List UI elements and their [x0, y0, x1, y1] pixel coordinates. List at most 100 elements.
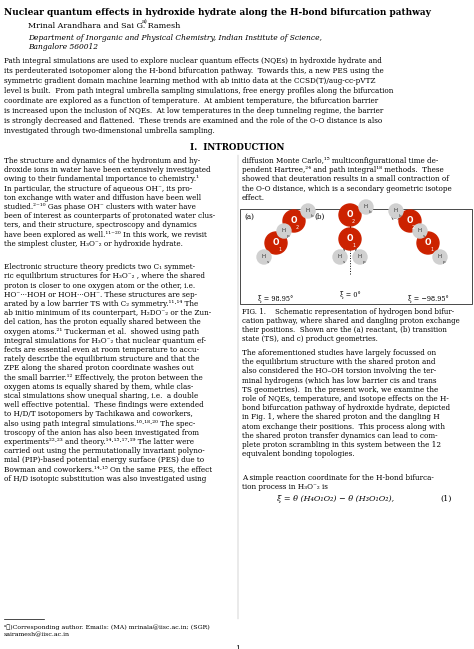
Text: the O-O distance, which is a secondary geometric isotope: the O-O distance, which is a secondary g… [242, 184, 452, 193]
Text: is strongly decreased and flattened.  These trends are examined and the role of : is strongly decreased and flattened. The… [4, 117, 382, 125]
Text: TS geometries).  In the present work, we examine the: TS geometries). In the present work, we … [242, 386, 438, 394]
Text: the shared proton transfer dynamics can lead to com-: the shared proton transfer dynamics can … [242, 432, 438, 440]
Text: ZPE along the shared proton coordinate washes out: ZPE along the shared proton coordinate w… [4, 364, 194, 373]
Text: ab initio minimum of its counterpart, H₂DO⁻₂ or the Zun-: ab initio minimum of its counterpart, H₂… [4, 309, 211, 317]
Text: minal hydrogens (which has low barrier cis and trans: minal hydrogens (which has low barrier c… [242, 376, 437, 385]
Text: (c): (c) [390, 213, 400, 221]
Text: H: H [358, 254, 362, 260]
Text: ᵃ⧏)Corresponding author. Emails: (MA) mrinala@iisc.ac.in; (SGR): ᵃ⧏)Corresponding author. Emails: (MA) mr… [4, 624, 210, 630]
Text: is increased upon the inclusion of NQEs.  At low temperatures in the deep tunnel: is increased upon the inclusion of NQEs.… [4, 107, 383, 115]
Text: of H/D isotopic substitution was also investigated using: of H/D isotopic substitution was also in… [4, 475, 206, 483]
Text: ton exchange with water and diffusion have been well: ton exchange with water and diffusion ha… [4, 194, 201, 202]
Text: sical simulations show unequal sharing, i.e.  a double: sical simulations show unequal sharing, … [4, 392, 198, 400]
Text: ξ = θ (H₄O₁O₂) − θ (H₃O₁O₂),: ξ = θ (H₄O₁O₂) − θ (H₃O₁O₂), [277, 495, 394, 503]
Text: H: H [394, 208, 398, 214]
Text: Nuclear quantum effects in hydroxide hydrate along the H-bond bifurcation pathwa: Nuclear quantum effects in hydroxide hyd… [4, 8, 431, 17]
Text: In particular, the structure of aqueous OH⁻, its pro-: In particular, the structure of aqueous … [4, 184, 192, 193]
Text: state (TS), and c) product geometries.: state (TS), and c) product geometries. [242, 335, 378, 343]
Text: 2: 2 [412, 225, 415, 230]
Text: p: p [443, 260, 446, 264]
Circle shape [333, 250, 347, 264]
Text: s: s [267, 260, 269, 264]
Text: I.  INTRODUCTION: I. INTRODUCTION [190, 143, 284, 152]
Text: O: O [347, 210, 353, 219]
Text: level is built.  From path integral umbrella sampling simulations, free energy p: level is built. From path integral umbre… [4, 87, 393, 95]
Circle shape [301, 204, 315, 218]
Text: O: O [425, 238, 431, 247]
Text: p: p [287, 234, 290, 238]
Text: tion process in H₃O⁻₂ is: tion process in H₃O⁻₂ is [242, 483, 328, 491]
Circle shape [277, 224, 291, 238]
Text: (a): (a) [244, 213, 254, 221]
Circle shape [283, 210, 305, 232]
Text: carried out using the permutationally invariant polyno-: carried out using the permutationally in… [4, 447, 205, 455]
Circle shape [257, 250, 271, 264]
Text: 1: 1 [430, 247, 433, 252]
Text: the small barrier.¹² Effectively, the proton between the: the small barrier.¹² Effectively, the pr… [4, 374, 203, 382]
Text: symmetric gradient domain machine learning method with ab initio data at the CCS: symmetric gradient domain machine learni… [4, 77, 375, 85]
Text: pendent Hartree,²⁴ and path integral¹⁸ methods.  These: pendent Hartree,²⁴ and path integral¹⁸ m… [242, 166, 444, 174]
Text: arated by a low barrier TS with C₂ symmetry.¹¹·¹⁴ The: arated by a low barrier TS with C₂ symme… [4, 300, 198, 308]
Text: O: O [407, 217, 413, 225]
Text: s: s [343, 260, 345, 264]
Text: FIG. 1.    Schematic representation of hydrogen bond bifur-: FIG. 1. Schematic representation of hydr… [242, 308, 454, 316]
Text: oxygen atoms is equally shared by them, while clas-: oxygen atoms is equally shared by them, … [4, 383, 193, 391]
Text: investigated through two-dimensional umbrella sampling.: investigated through two-dimensional umb… [4, 127, 215, 135]
Text: del cation, has the proton equally shared between the: del cation, has the proton equally share… [4, 319, 201, 326]
Text: have been explored as well.¹¹⁻²⁰ In this work, we revisit: have been explored as well.¹¹⁻²⁰ In this… [4, 230, 207, 239]
Text: effect.: effect. [242, 194, 265, 202]
Text: plete proton scrambling in this system between the 12: plete proton scrambling in this system b… [242, 441, 441, 449]
Text: diffusion Monte Carlo,¹⁵ multiconfigurational time de-: diffusion Monte Carlo,¹⁵ multiconfigurat… [242, 157, 438, 165]
Text: proton is closer to one oxygen atom or the other, i.e.: proton is closer to one oxygen atom or t… [4, 282, 195, 289]
Text: (b): (b) [314, 213, 324, 221]
Text: H: H [282, 228, 286, 234]
Text: b: b [311, 214, 314, 218]
Text: HO⁻···HOH or HOH···OH⁻. These structures are sep-: HO⁻···HOH or HOH···OH⁻. These structures… [4, 291, 197, 299]
Text: 1: 1 [278, 247, 281, 252]
Text: owing to their fundamental importance to chemistry.¹: owing to their fundamental importance to… [4, 175, 199, 184]
Text: O: O [291, 217, 297, 225]
Text: ξ = −98.95°: ξ = −98.95° [408, 295, 448, 303]
Circle shape [417, 232, 439, 254]
Circle shape [353, 250, 367, 264]
Text: Department of Inorganic and Physical Chemistry, Indian Institute of Science,: Department of Inorganic and Physical Che… [28, 34, 322, 42]
Text: H: H [262, 254, 266, 260]
Text: role of NQEs, temperature, and isotope effects on the H-: role of NQEs, temperature, and isotope e… [242, 395, 449, 403]
Circle shape [265, 232, 287, 254]
Circle shape [433, 250, 447, 264]
Text: 1: 1 [235, 645, 239, 649]
Text: well effective potential.  These findings were extended: well effective potential. These findings… [4, 401, 204, 410]
Bar [240, 209, 472, 304]
Text: sairamesh@iisc.ac.in: sairamesh@iisc.ac.in [4, 632, 70, 637]
Text: coordinate are explored as a function of temperature.  At ambient temperature, t: coordinate are explored as a function of… [4, 97, 378, 105]
Text: The structure and dynamics of the hydronium and hy-: The structure and dynamics of the hydron… [4, 157, 200, 165]
Text: Bangalore 560012: Bangalore 560012 [28, 43, 98, 51]
Text: Path integral simulations are used to explore nuclear quantum effects (NQEs) in : Path integral simulations are used to ex… [4, 57, 382, 65]
Text: H: H [438, 254, 442, 260]
Text: O: O [273, 238, 279, 247]
Text: droxide ions in water have been extensively investigated: droxide ions in water have been extensiv… [4, 166, 210, 174]
Circle shape [339, 204, 361, 226]
Circle shape [389, 204, 403, 218]
Text: troscopy of the anion has also been investigated from: troscopy of the anion has also been inve… [4, 429, 199, 437]
Text: atom exchange their positions.  This process along with: atom exchange their positions. This proc… [242, 422, 445, 430]
Text: cation pathway, where shared and dangling proton exchange: cation pathway, where shared and danglin… [242, 317, 460, 325]
Text: Bowman and coworkers.¹⁴·¹⁵ On the same PES, the effect: Bowman and coworkers.¹⁴·¹⁵ On the same P… [4, 465, 212, 474]
Text: rately describe the equilibrium structure and that the: rately describe the equilibrium structur… [4, 355, 200, 363]
Text: also considered the HO–OH torsion involving the ter-: also considered the HO–OH torsion involv… [242, 367, 436, 375]
Text: s: s [423, 234, 425, 238]
Text: b: b [399, 214, 401, 218]
Text: p: p [363, 260, 365, 264]
Text: H: H [364, 204, 368, 210]
Text: ters, and their structure, spectroscopy and dynamics: ters, and their structure, spectroscopy … [4, 221, 197, 229]
Text: ric equilibrium structures for H₃O⁻₂ , where the shared: ric equilibrium structures for H₃O⁻₂ , w… [4, 273, 205, 280]
Text: also using path integral simulations.¹⁶·¹⁸·²⁰ The spec-: also using path integral simulations.¹⁶·… [4, 420, 195, 428]
Text: the simplest cluster, H₃O⁻₂ or hydroxide hydrate.: the simplest cluster, H₃O⁻₂ or hydroxide… [4, 239, 183, 248]
Text: studied.²⁻¹⁰ Gas phase OH⁻ clusters with water have: studied.²⁻¹⁰ Gas phase OH⁻ clusters with… [4, 203, 196, 211]
Text: 2: 2 [296, 225, 299, 230]
Circle shape [359, 200, 373, 214]
Text: been of interest as counterparts of protonated water clus-: been of interest as counterparts of prot… [4, 212, 215, 220]
Text: ξ = 98.95°: ξ = 98.95° [258, 295, 293, 303]
Text: oxygen atoms.²¹ Tuckerman et al.  showed using path: oxygen atoms.²¹ Tuckerman et al. showed … [4, 328, 199, 336]
Text: in Fig. 1, where the shared proton and the dangling H: in Fig. 1, where the shared proton and t… [242, 413, 440, 421]
